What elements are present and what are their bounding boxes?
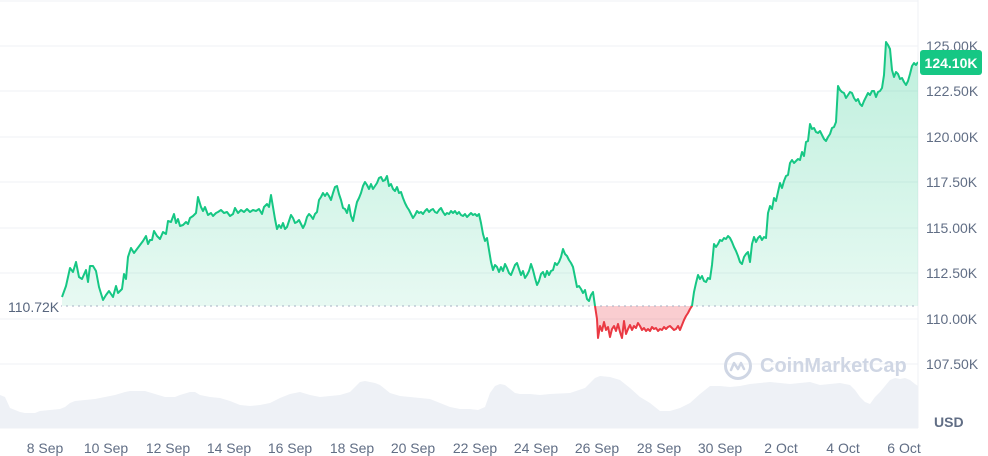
x-tick-label: 12 Sep xyxy=(145,440,191,456)
x-tick-label: 8 Sep xyxy=(26,440,64,456)
y-tick-label: 122.50K xyxy=(926,83,979,99)
x-tick-label: 20 Sep xyxy=(390,440,436,456)
x-tick-label: 22 Sep xyxy=(452,440,498,456)
y-tick-label: 112.50K xyxy=(926,265,978,281)
y-tick-label: 120.00K xyxy=(926,129,979,145)
y-tick-label: 107.50K xyxy=(926,356,979,372)
x-tick-label: 4 Oct xyxy=(826,440,860,456)
y-tick-label: 115.00K xyxy=(926,220,978,236)
x-tick-label: 28 Sep xyxy=(636,440,682,456)
x-tick-label: 16 Sep xyxy=(267,440,313,456)
coinmarketcap-watermark: CoinMarketCap xyxy=(724,352,907,380)
price-area-above-baseline xyxy=(62,42,918,306)
baseline-price-label: 110.72K xyxy=(6,299,62,315)
watermark-text: CoinMarketCap xyxy=(760,354,907,377)
y-tick-label: 117.50K xyxy=(926,174,978,190)
x-tick-label: 14 Sep xyxy=(206,440,252,456)
x-tick-label: 10 Sep xyxy=(83,440,129,456)
x-tick-label: 18 Sep xyxy=(329,440,375,456)
x-tick-label: 30 Sep xyxy=(697,440,743,456)
currency-unit-label: USD xyxy=(934,414,964,430)
x-tick-label: 26 Sep xyxy=(574,440,620,456)
y-tick-label: 110.00K xyxy=(926,311,978,327)
current-price-badge: 124.10K xyxy=(920,50,982,75)
volume-area xyxy=(0,376,918,428)
x-tick-label: 6 Oct xyxy=(887,440,921,456)
coinmarketcap-logo-icon xyxy=(724,352,752,380)
price-line-up xyxy=(61,41,918,306)
x-tick-label: 24 Sep xyxy=(513,440,559,456)
x-tick-label: 2 Oct xyxy=(764,440,798,456)
